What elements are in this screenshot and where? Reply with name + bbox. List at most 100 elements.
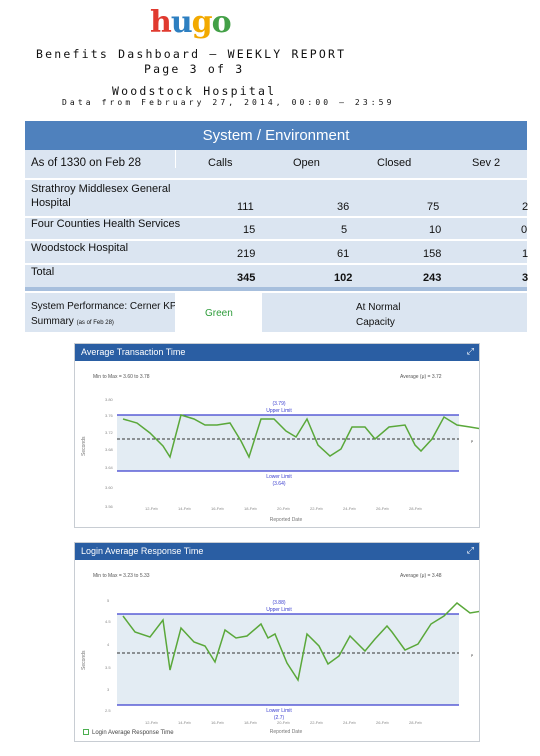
table-cell: 15: [243, 224, 256, 236]
panel-header: Login Average Response Time ⤢: [75, 543, 479, 560]
expand-icon[interactable]: ⤢: [466, 546, 474, 556]
kpi-note: (as of Feb 28): [76, 320, 114, 326]
series-line: [122, 602, 479, 682]
login-response-chart: Min to Max = 3.23 to 5.33 Average (μ) = …: [75, 560, 479, 741]
lower-limit-label: Lower Limit: [266, 708, 292, 714]
expand-icon[interactable]: ⤢: [466, 347, 474, 357]
legend-checkbox[interactable]: [83, 729, 89, 735]
table-body: As of 1330 on Feb 28 Calls Open Closed S…: [25, 150, 529, 332]
series-line: [122, 414, 479, 459]
table-cell: 0: [521, 224, 528, 236]
upper-limit-value: (3.79): [272, 401, 285, 407]
svg-text:18-Feb: 18-Feb: [244, 720, 257, 725]
svg-text:μ: μ: [471, 652, 474, 657]
table-cell: 111: [237, 201, 254, 213]
svg-text:26-Feb: 26-Feb: [376, 720, 389, 725]
hugo-logo: hugo: [150, 5, 232, 40]
svg-text:16-Feb: 16-Feb: [211, 506, 224, 511]
panel-title: Login Average Response Time: [81, 546, 204, 556]
column-header: Calls: [208, 157, 233, 169]
table-title: System / Environment: [25, 121, 527, 150]
svg-text:5: 5: [107, 598, 110, 603]
table-cell: 1: [522, 248, 529, 260]
svg-text:14-Feb: 14-Feb: [178, 506, 191, 511]
table-cell: 61: [337, 248, 350, 260]
table-cell: 3: [522, 272, 529, 284]
table-cell: 158: [423, 248, 442, 260]
chart-minmax: Min to Max = 3.60 to 3.78: [93, 374, 150, 380]
chart-average: Average (μ) = 3.72: [400, 374, 442, 380]
date-range: Data from February 27, 2014, 00:00 – 23:…: [62, 98, 395, 107]
svg-text:22-Feb: 22-Feb: [310, 506, 323, 511]
column-header: Closed: [377, 157, 412, 169]
table-row-label: Four Counties Health Services: [31, 218, 181, 230]
svg-text:12-Feb: 12-Feb: [145, 506, 158, 511]
chart-average: Average (μ) = 3.48: [400, 573, 442, 579]
svg-text:18-Feb: 18-Feb: [244, 506, 257, 511]
svg-text:2.5: 2.5: [105, 708, 111, 713]
panel-header: Average Transaction Time ⤢: [75, 344, 479, 361]
svg-text:3.76: 3.76: [105, 413, 114, 418]
y-axis-title: Seconds: [81, 650, 87, 670]
svg-text:20-Feb: 20-Feb: [277, 720, 290, 725]
svg-text:3.72: 3.72: [105, 430, 114, 435]
logo-letter: g: [191, 5, 213, 40]
logo-letter: h: [150, 5, 172, 40]
x-axis-title: Reported Date: [270, 729, 303, 735]
chart-legend[interactable]: Login Average Response Time: [83, 729, 174, 736]
column-header: Sev 2: [472, 157, 501, 169]
x-axis-title: Reported Date: [270, 517, 303, 523]
column-header: Open: [293, 157, 320, 169]
svg-text:4.5: 4.5: [105, 619, 111, 624]
table-cell: 243: [423, 272, 442, 284]
table-row-label: Strathroy Middlesex General Hospital: [31, 183, 171, 209]
system-environment-table: System / Environment As of 1330 on Feb 2…: [25, 121, 529, 332]
average-transaction-time-panel: Average Transaction Time ⤢ Min to Max = …: [74, 343, 480, 528]
logo-letter: u: [170, 5, 193, 40]
svg-text:3.56: 3.56: [105, 504, 114, 509]
hospital-name: Woodstock Hospital: [112, 84, 277, 98]
table-cell: 102: [334, 272, 353, 284]
table-cell: 2: [522, 201, 529, 213]
logo-letter: o: [211, 5, 232, 40]
lower-limit-value: (3.64): [272, 481, 285, 487]
table-row-label: Total: [31, 266, 55, 278]
table-cell: 219: [237, 248, 256, 260]
svg-text:4: 4: [107, 642, 110, 647]
lower-limit-label: Lower Limit: [266, 474, 292, 480]
upper-limit-label: Upper Limit: [266, 408, 292, 414]
table-cell: 5: [341, 224, 348, 236]
svg-text:28-Feb: 28-Feb: [409, 506, 422, 511]
table-cell: 345: [237, 272, 256, 284]
report-title: Benefits Dashboard – WEEKLY REPORT: [36, 47, 347, 61]
svg-text:24-Feb: 24-Feb: [343, 506, 356, 511]
svg-text:22-Feb: 22-Feb: [310, 720, 323, 725]
svg-text:24-Feb: 24-Feb: [343, 720, 356, 725]
svg-text:12-Feb: 12-Feb: [145, 720, 158, 725]
kpi-label: System Performance: Cerner KPI Summary (…: [31, 299, 181, 331]
svg-text:3.80: 3.80: [105, 397, 114, 402]
y-axis-title: Seconds: [81, 436, 87, 456]
svg-text:16-Feb: 16-Feb: [211, 720, 224, 725]
panel-title: Average Transaction Time: [81, 347, 186, 357]
page-indicator: Page 3 of 3: [144, 62, 245, 76]
as-of-label: As of 1330 on Feb 28: [31, 157, 141, 169]
table-row-label: Woodstock Hospital: [31, 242, 129, 254]
login-average-response-time-panel: Login Average Response Time ⤢ Min to Max…: [74, 542, 480, 742]
svg-text:14-Feb: 14-Feb: [178, 720, 191, 725]
kpi-capacity: At Normal Capacity: [356, 302, 401, 328]
legend-label: Login Average Response Time: [92, 730, 174, 736]
lower-limit-value: (2.7): [274, 715, 285, 721]
svg-text:3.60: 3.60: [105, 485, 114, 490]
svg-text:20-Feb: 20-Feb: [277, 506, 290, 511]
svg-text:3.64: 3.64: [105, 465, 114, 470]
kpi-label-text: System Performance: Cerner KPI Summary: [31, 301, 180, 327]
svg-text:3: 3: [107, 687, 110, 692]
svg-text:26-Feb: 26-Feb: [376, 506, 389, 511]
svg-text:μ: μ: [471, 438, 474, 443]
transaction-time-chart: Min to Max = 3.60 to 3.78 Average (μ) = …: [75, 361, 479, 527]
kpi-status: Green: [205, 308, 233, 319]
table-cell: 10: [429, 224, 442, 236]
svg-text:3.5: 3.5: [105, 665, 111, 670]
table-cell: 36: [337, 201, 350, 213]
